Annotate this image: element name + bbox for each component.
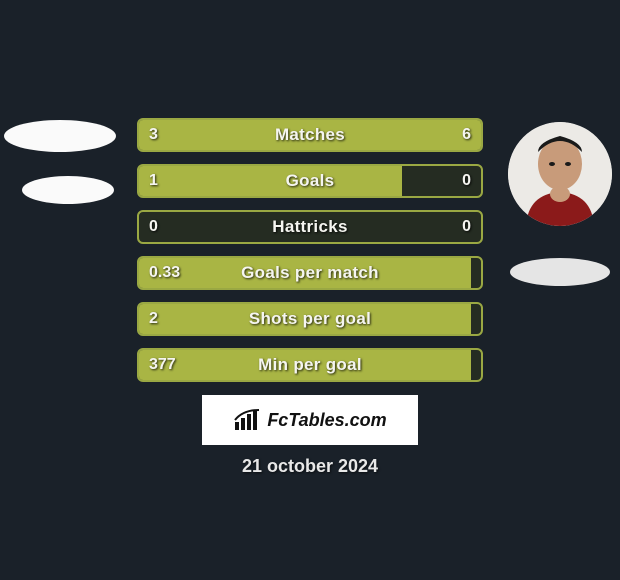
stat-label: Shots per goal [139, 304, 481, 334]
stat-label: Hattricks [139, 212, 481, 242]
stat-row: 0.33 Goals per match [137, 256, 483, 290]
stat-right-value: 6 [462, 120, 471, 150]
player2-avatar [508, 122, 612, 226]
avatar-icon [508, 122, 612, 226]
player2-flag-placeholder [510, 258, 610, 286]
chart-icon [233, 408, 261, 432]
logo-text: FcTables.com [267, 410, 386, 431]
stat-right-value: 0 [462, 166, 471, 196]
stat-row: 1 Goals 0 [137, 164, 483, 198]
stat-label: Matches [139, 120, 481, 150]
stat-label: Min per goal [139, 350, 481, 380]
player1-flag-placeholder [22, 176, 114, 204]
stats-bars: 3 Matches 6 1 Goals 0 0 Hattricks 0 0.33… [137, 118, 483, 394]
stat-right-value: 0 [462, 212, 471, 242]
fctables-logo[interactable]: FcTables.com [202, 395, 418, 445]
stat-label: Goals [139, 166, 481, 196]
date-text: 21 october 2024 [0, 456, 620, 477]
stat-row: 377 Min per goal [137, 348, 483, 382]
stat-row: 0 Hattricks 0 [137, 210, 483, 244]
stat-row: 2 Shots per goal [137, 302, 483, 336]
stat-label: Goals per match [139, 258, 481, 288]
player1-avatar-placeholder [4, 120, 116, 152]
stat-row: 3 Matches 6 [137, 118, 483, 152]
